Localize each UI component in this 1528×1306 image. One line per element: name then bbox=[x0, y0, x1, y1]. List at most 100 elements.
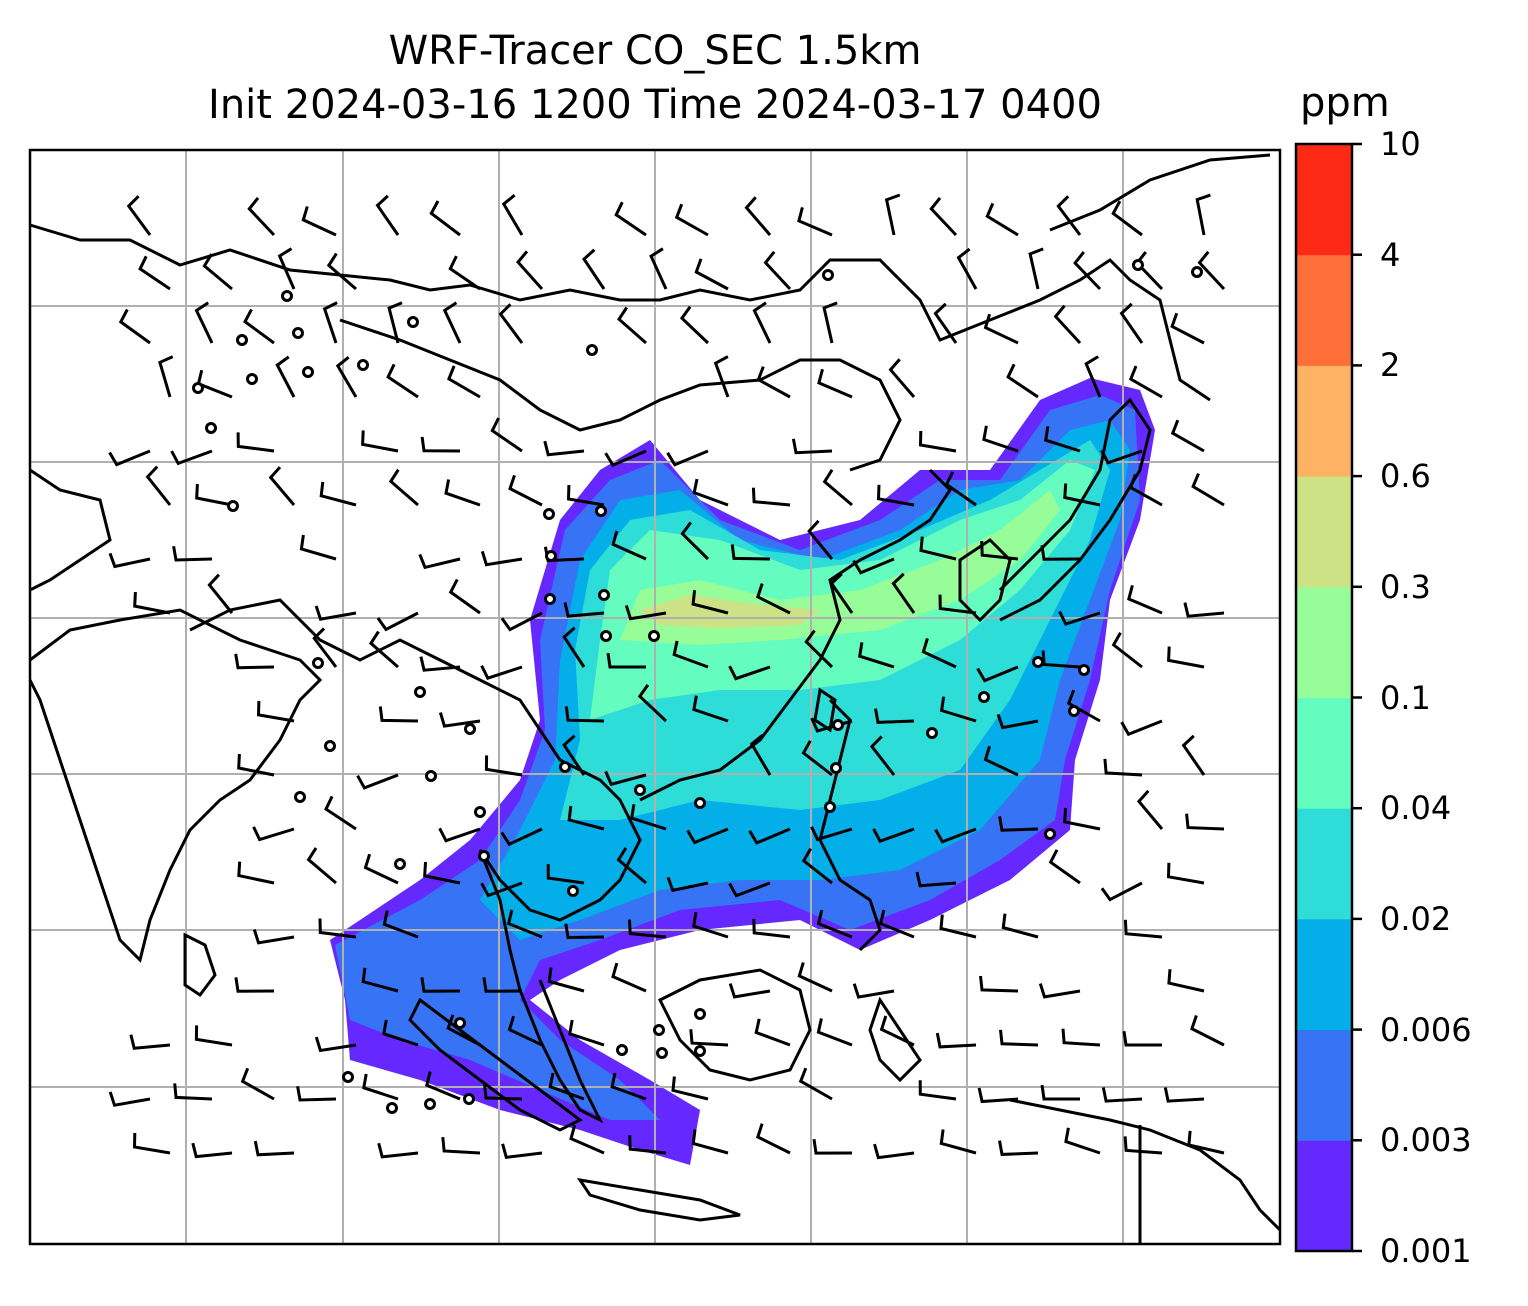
wind-barb bbox=[873, 1143, 915, 1160]
wind-barb bbox=[1038, 983, 1081, 999]
wind-barb bbox=[982, 425, 1019, 453]
colorbar-tick-label: 0.003 bbox=[1380, 1121, 1472, 1160]
wind-barb bbox=[919, 536, 957, 561]
wind-barb bbox=[237, 861, 275, 885]
calm-wind-circle bbox=[424, 1098, 436, 1110]
wind-barb bbox=[804, 629, 834, 669]
wind-barb bbox=[388, 468, 419, 507]
wind-barb bbox=[382, 1019, 419, 1047]
wind-barb bbox=[170, 449, 213, 466]
calm-wind-circle bbox=[586, 344, 598, 356]
calm-wind-circle bbox=[357, 359, 369, 371]
calm-wind-circle bbox=[598, 589, 610, 601]
calm-wind-circle bbox=[832, 719, 844, 731]
wind-barb bbox=[938, 594, 977, 615]
wind-barb bbox=[243, 308, 275, 345]
calm-wind-circle bbox=[648, 630, 660, 642]
border-central-asia bbox=[29, 223, 1211, 402]
border-china-south bbox=[189, 598, 642, 922]
calm-wind-circle bbox=[414, 686, 426, 698]
wind-barb bbox=[444, 479, 481, 507]
wind-barb bbox=[569, 1124, 605, 1155]
wind-barbs bbox=[108, 193, 1226, 1160]
calm-wind-circle bbox=[205, 422, 217, 434]
plume-level-03 bbox=[640, 595, 820, 628]
wind-barb bbox=[501, 1143, 543, 1159]
wind-barb bbox=[1181, 734, 1206, 776]
wind-barb bbox=[447, 365, 481, 399]
wind-barb bbox=[1170, 312, 1205, 345]
wind-barb bbox=[446, 1014, 481, 1047]
calm-wind-circle bbox=[454, 1017, 466, 1029]
calm-wind-circle bbox=[926, 727, 938, 739]
wind-barb bbox=[256, 700, 295, 723]
wind-barb bbox=[1058, 610, 1101, 626]
wind-barb bbox=[816, 909, 853, 939]
wind-barb bbox=[935, 1032, 977, 1049]
wind-barb bbox=[314, 605, 357, 621]
wind-barb bbox=[692, 912, 729, 939]
wind-barb bbox=[933, 302, 958, 344]
wind-barb bbox=[1135, 251, 1164, 291]
wind-barb bbox=[999, 1029, 1039, 1047]
wind-barb bbox=[429, 200, 461, 237]
colorbar-segment bbox=[1296, 1140, 1352, 1252]
coastline-sulawesi bbox=[868, 996, 922, 1083]
wind-barb bbox=[480, 665, 523, 681]
wind-barb bbox=[637, 684, 668, 723]
wind-barb bbox=[202, 253, 233, 291]
wind-barb bbox=[145, 465, 172, 506]
wind-barb bbox=[810, 826, 853, 842]
wind-barb bbox=[1170, 419, 1205, 453]
plume-level-004 bbox=[590, 460, 1095, 720]
wind-barb bbox=[998, 816, 1039, 832]
wind-barb bbox=[420, 436, 461, 453]
wind-barb bbox=[138, 255, 171, 291]
wind-barb bbox=[516, 250, 544, 290]
wind-barb bbox=[624, 604, 667, 621]
colorbar-segment bbox=[1296, 586, 1352, 698]
wind-barb bbox=[386, 363, 419, 399]
calm-wind-circle bbox=[545, 550, 557, 562]
calm-wind-circle bbox=[394, 858, 406, 870]
wind-barb bbox=[363, 853, 399, 885]
wind-barb bbox=[1197, 250, 1226, 291]
wind-barb bbox=[797, 962, 833, 993]
wind-barb bbox=[438, 827, 481, 843]
calm-wind-circle bbox=[302, 366, 314, 378]
calm-wind-circle bbox=[830, 762, 842, 774]
wind-barb bbox=[252, 929, 295, 945]
calm-wind-circle bbox=[312, 657, 324, 669]
wind-barb bbox=[649, 247, 668, 290]
wind-barb bbox=[939, 914, 977, 939]
calm-wind-circle bbox=[1044, 828, 1056, 840]
calm-wind-circle bbox=[694, 797, 706, 809]
wind-barb bbox=[234, 653, 275, 670]
wind-barb bbox=[756, 366, 791, 399]
wind-barb bbox=[680, 521, 710, 561]
colorbar-tick-label: 10 bbox=[1380, 125, 1421, 163]
wind-barb bbox=[564, 923, 605, 940]
wind-barb bbox=[874, 708, 915, 724]
wind-barb bbox=[1100, 449, 1143, 465]
wind-barb bbox=[812, 1138, 853, 1155]
wind-barb bbox=[382, 910, 419, 939]
wind-barb bbox=[1119, 302, 1144, 344]
wind-barb bbox=[1028, 247, 1044, 290]
coastline-india bbox=[28, 608, 323, 963]
wind-barb bbox=[1195, 193, 1211, 236]
wind-barb bbox=[253, 1140, 295, 1157]
wind-barb bbox=[306, 847, 337, 885]
wind-barb bbox=[1101, 1087, 1143, 1103]
wind-barb bbox=[207, 573, 234, 614]
coastline-borneo bbox=[657, 968, 812, 1082]
wind-barb bbox=[1122, 1030, 1162, 1047]
wind-barb bbox=[133, 592, 171, 615]
wind-barb bbox=[763, 250, 792, 291]
colorbar-tick-label: 2 bbox=[1380, 346, 1401, 385]
colorbar-segment bbox=[1296, 918, 1352, 1031]
wind-barb bbox=[548, 1072, 585, 1101]
wind-barb bbox=[191, 1142, 233, 1159]
wind-barb bbox=[628, 919, 667, 939]
wind-barb bbox=[728, 983, 771, 999]
